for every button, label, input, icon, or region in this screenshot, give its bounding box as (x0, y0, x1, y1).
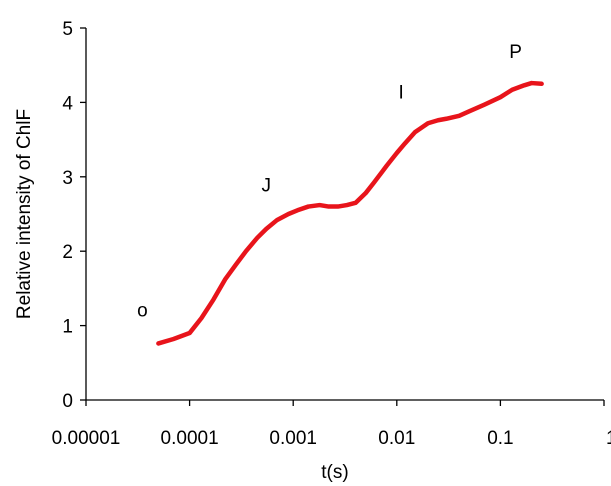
chlf-series-line (156, 80, 544, 346)
y-tick-label: 4 (62, 93, 73, 114)
x-tick-label: 0.1 (487, 428, 513, 449)
x-tick-label: 0.00001 (52, 428, 121, 449)
y-tick-label: 3 (62, 168, 73, 189)
y-axis-title: Relative intensity of ChlF (14, 109, 35, 319)
x-tick-label: 0.01 (378, 428, 415, 449)
annotation-o: o (137, 301, 148, 322)
curve-annotations: o J I P (137, 42, 522, 322)
x-tick-label: 1 (606, 428, 611, 449)
y-tick-label: 0 (62, 391, 73, 412)
x-axis-title: t(s) (321, 462, 348, 483)
y-tick-label: 5 (62, 19, 73, 40)
annotation-p: P (509, 42, 522, 63)
x-tick-label: 0.0001 (161, 428, 219, 449)
y-tick-label: 2 (62, 242, 73, 263)
y-tick-label: 1 (62, 317, 73, 338)
x-axis-ticks: 0.00001 0.0001 0.001 0.01 0.1 1 (52, 400, 611, 449)
annotation-j: J (262, 176, 272, 197)
x-tick-label: 0.001 (269, 428, 317, 449)
annotation-i: I (398, 83, 403, 104)
y-axis-ticks: 0 1 2 3 4 5 (62, 19, 86, 412)
